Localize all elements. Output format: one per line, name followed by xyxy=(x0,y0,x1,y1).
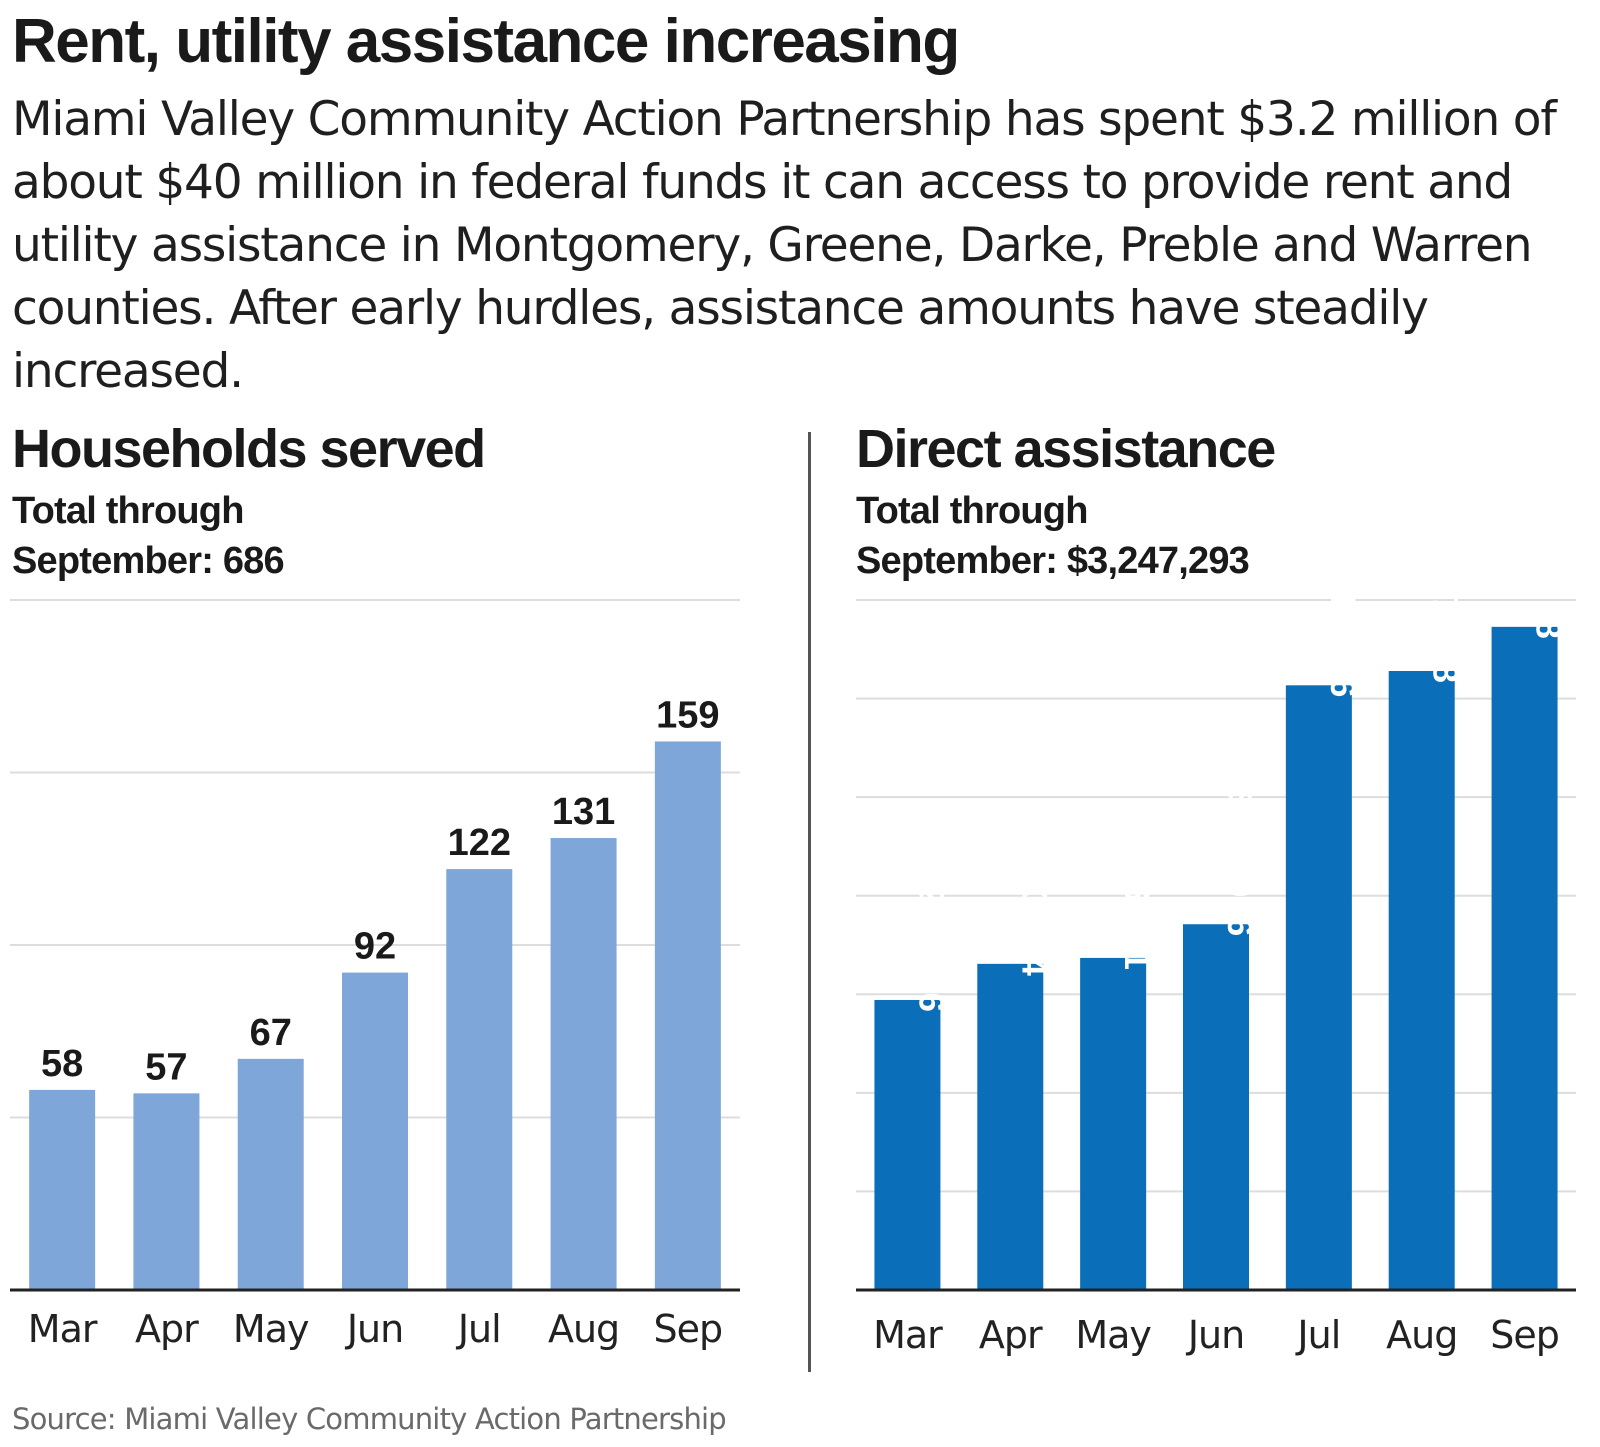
assistance-tick-label: Apr xyxy=(979,1313,1043,1357)
assistance-value-label: $371,066 xyxy=(1220,790,1259,936)
panel-divider xyxy=(808,432,811,1372)
assistance-subtitle-line2: September: $3,247,293 xyxy=(856,540,1250,582)
households-value-label: 57 xyxy=(145,1046,187,1088)
households-value-label: 92 xyxy=(354,926,396,968)
assistance-value-label: $672,768 xyxy=(1529,493,1568,639)
assistance-tick-label: May xyxy=(1075,1313,1151,1357)
households-bar-mar xyxy=(29,1089,96,1290)
assistance-tick-label: Mar xyxy=(873,1313,943,1357)
households-value-label: 58 xyxy=(41,1043,83,1085)
assistance-tick-label: Sep xyxy=(1490,1313,1559,1357)
assistance-value-label: $613,456 xyxy=(1323,551,1362,697)
assistance-value-label: $330,884 xyxy=(1014,830,1053,977)
households-bar-jul xyxy=(446,869,513,1290)
assistance-bar-aug xyxy=(1388,670,1455,1290)
households-bar-jun xyxy=(342,972,408,1290)
source-note: Source: Miami Valley Community Action Pa… xyxy=(12,1402,727,1436)
assistance-value-label: $336,891 xyxy=(1117,824,1156,970)
households-tick-label: Aug xyxy=(548,1307,619,1351)
assistance-value-label: $627,988 xyxy=(1426,537,1465,683)
assistance-subtitle: Total through September: $3,247,293 xyxy=(856,486,1250,586)
households-tick-label: Jul xyxy=(456,1307,501,1351)
assistance-tick-label: Aug xyxy=(1386,1313,1457,1357)
households-tick-label: May xyxy=(233,1307,309,1351)
assistance-bar-jun xyxy=(1183,924,1249,1290)
assistance-tick-label: Jun xyxy=(1186,1313,1244,1357)
assistance-bar-mar xyxy=(874,999,941,1290)
households-bar-may xyxy=(237,1058,304,1290)
households-tick-label: Sep xyxy=(654,1307,723,1351)
assistance-bar-sep xyxy=(1491,626,1558,1290)
assistance-panel-title: Direct assistance xyxy=(856,419,1276,479)
households-subtitle-line2: September: 686 xyxy=(12,540,285,582)
households-bar-sep xyxy=(654,741,721,1290)
assistance-bar-may xyxy=(1080,957,1147,1290)
households-panel-title: Households served xyxy=(12,419,486,479)
households-value-label: 159 xyxy=(656,694,719,736)
households-value-label: 67 xyxy=(250,1012,292,1054)
households-bar-aug xyxy=(550,838,617,1290)
assistance-value-label: $294,236 xyxy=(911,866,950,1012)
direct-assistance-bar-chart: $294,236 Mar $330,884 Apr $336,891 May $371,06… xyxy=(856,493,1576,1357)
assistance-bar-apr xyxy=(977,963,1044,1290)
assistance-bar-jul xyxy=(1285,685,1352,1290)
households-value-label: 131 xyxy=(552,791,615,833)
households-subtitle: Total through September: 686 xyxy=(12,486,285,586)
households-subtitle-line1: Total through xyxy=(12,490,244,532)
households-tick-label: Apr xyxy=(135,1307,199,1351)
chart-title: Rent, utility assistance increasing xyxy=(12,7,960,76)
households-value-label: 122 xyxy=(448,822,511,864)
households-tick-label: Mar xyxy=(28,1307,98,1351)
intro-text: Miami Valley Community Action Partnershi… xyxy=(12,92,1557,399)
households-bar-chart: 58 Mar 57 Apr 67 May 92 Jun 122 Jul 131 Aug 159 Sep xyxy=(10,599,740,1351)
households-bar-apr xyxy=(133,1093,200,1290)
households-tick-label: Jun xyxy=(345,1307,403,1351)
assistance-subtitle-line1: Total through xyxy=(856,490,1088,532)
assistance-tick-label: Jul xyxy=(1295,1313,1340,1357)
